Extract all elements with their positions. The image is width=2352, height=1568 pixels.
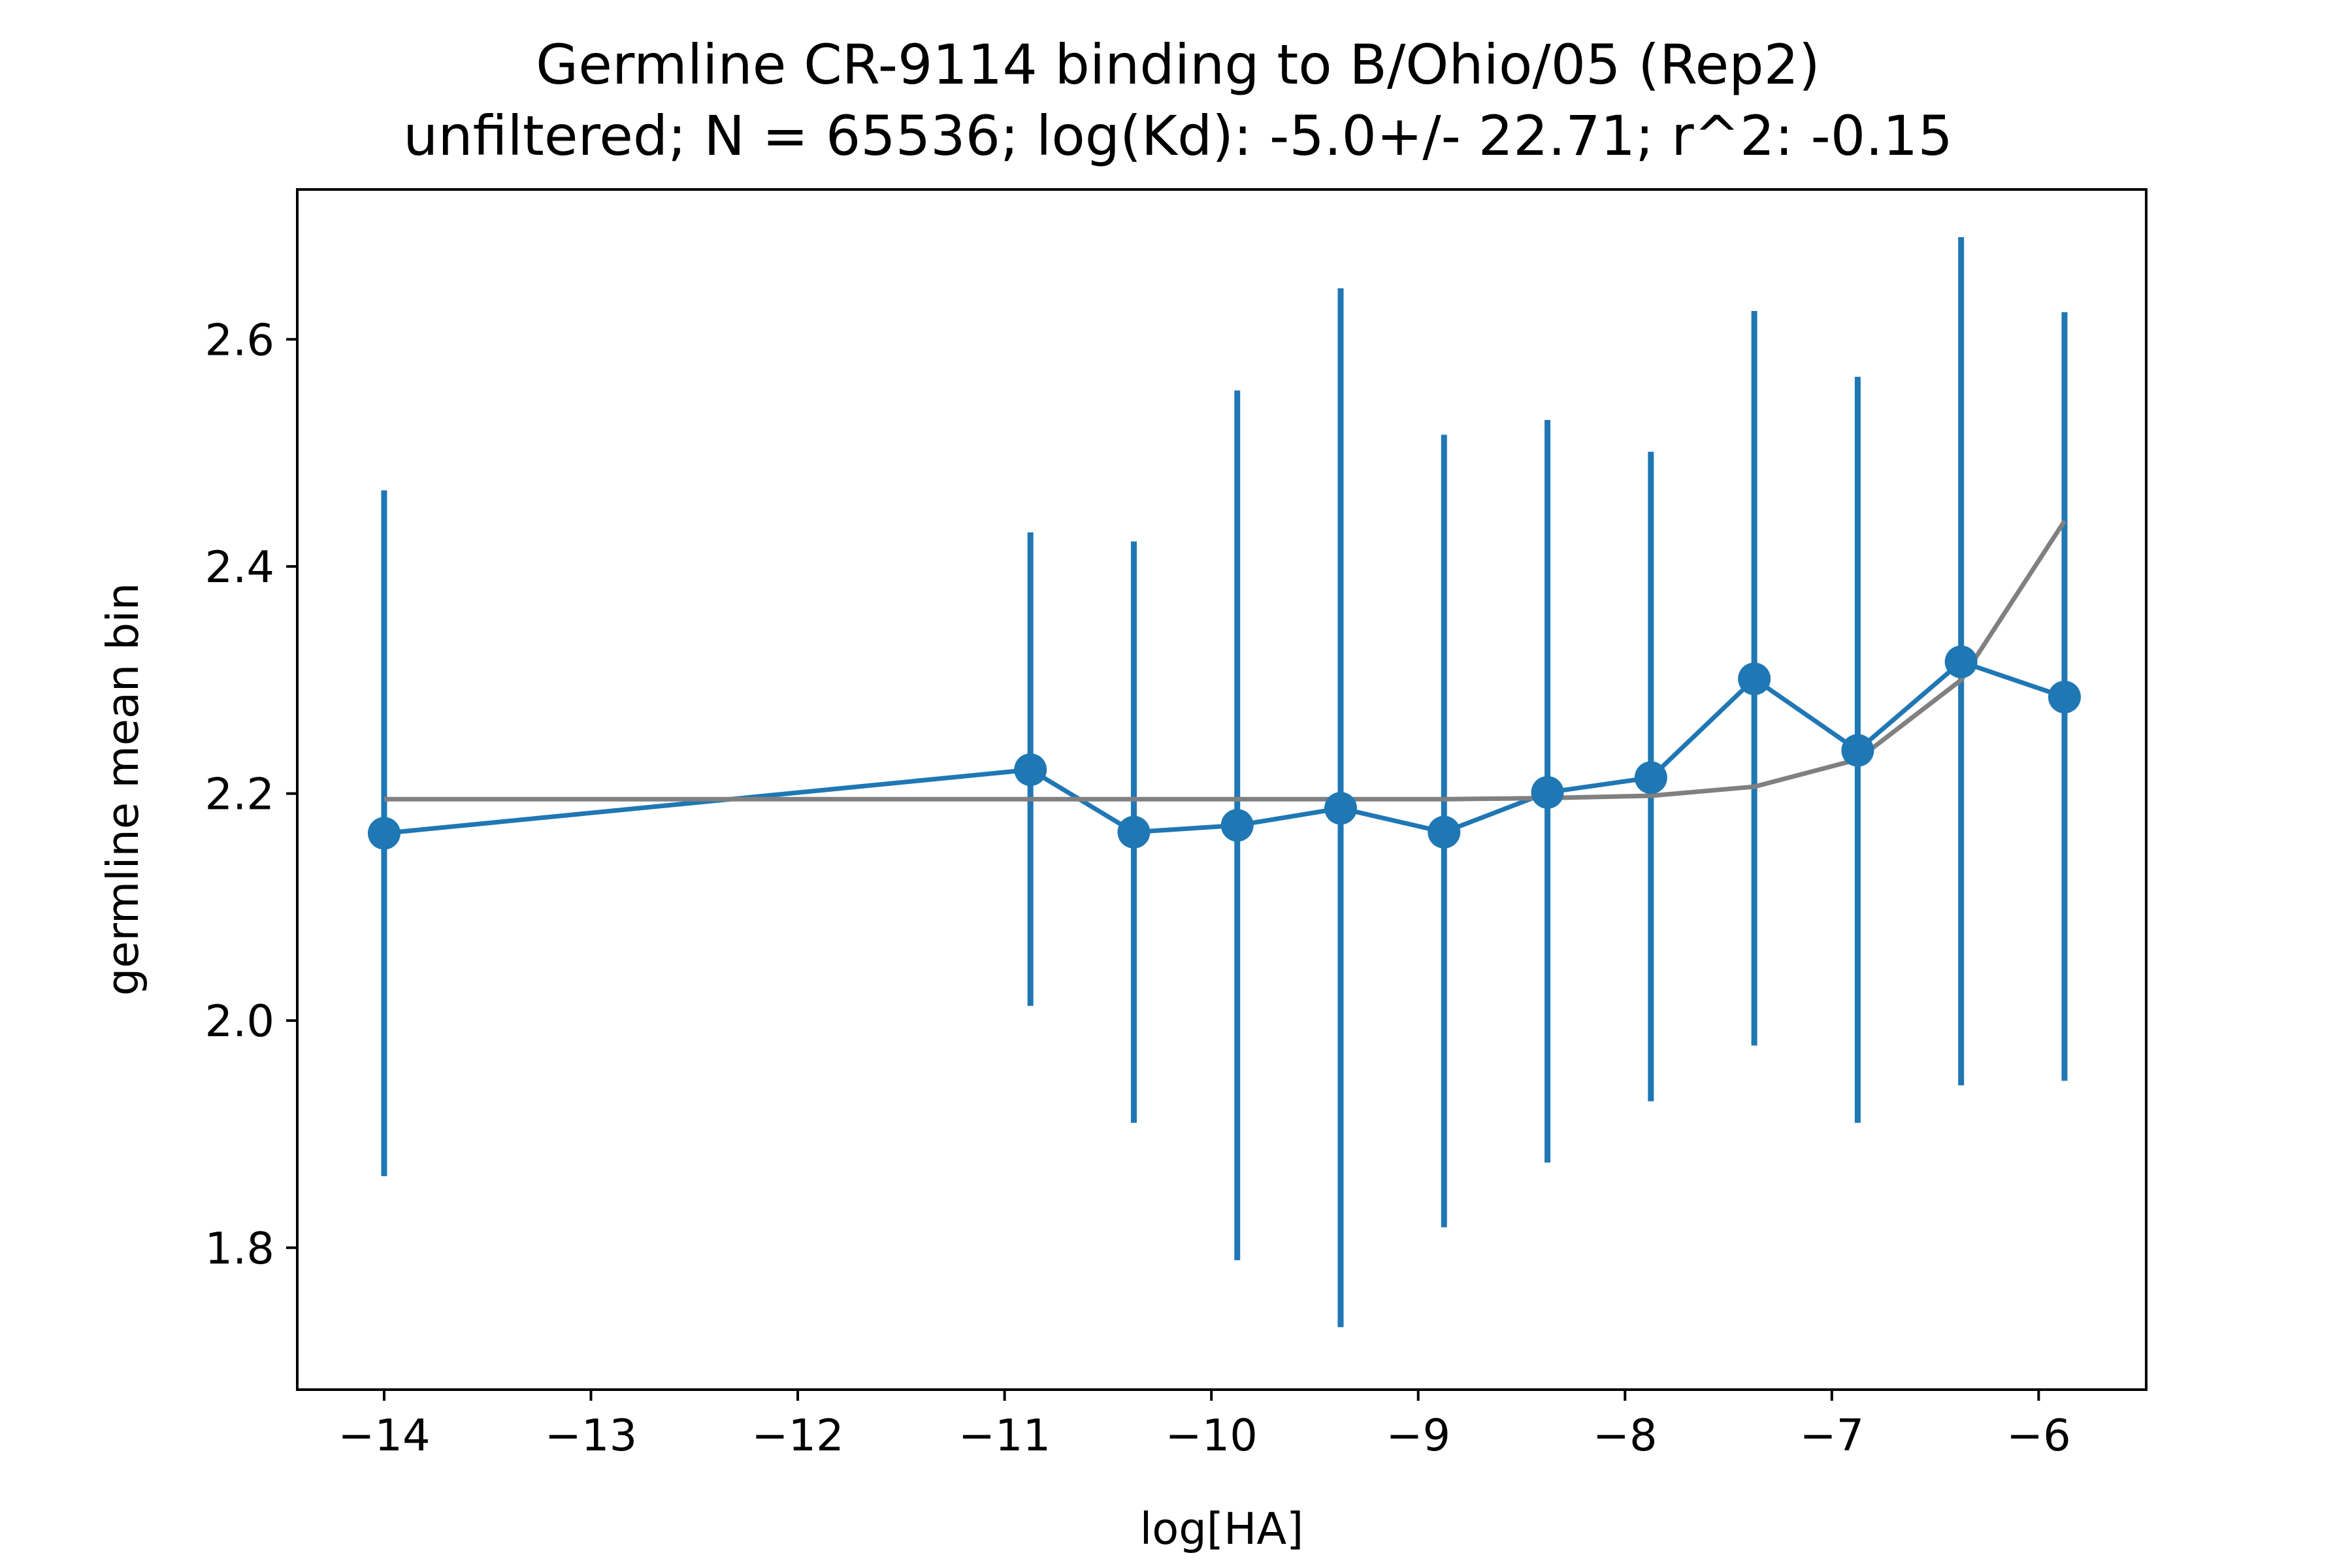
chart-title-line-1: Germline CR-9114 binding to B/Ohio/05 (R… (536, 33, 1820, 97)
plot-frame (296, 188, 2148, 1391)
y-tick-label: 1.8 (204, 1223, 274, 1274)
chart-title-line-2: unfiltered; N = 65536; log(Kd): -5.0+/- … (403, 104, 1953, 168)
y-tick-label: 2.0 (204, 996, 274, 1047)
data-point (367, 817, 400, 850)
y-axis-label: germline mean bin (97, 583, 148, 996)
data-point (1324, 792, 1358, 825)
x-axis: −14 −13 −12 −11 −10 −9 −8 −7 −6 (338, 1390, 2071, 1461)
fit-curve (384, 519, 2066, 802)
data-point (1634, 761, 1667, 794)
x-tick-label: −7 (1799, 1410, 1864, 1461)
data-point (1738, 662, 1771, 696)
x-tick-label: −13 (545, 1410, 637, 1461)
data-point (1014, 753, 1047, 787)
x-tick-label: −9 (1386, 1410, 1450, 1461)
data-point (1428, 815, 1461, 849)
data-point (1117, 815, 1151, 849)
y-tick-label: 2.4 (204, 542, 274, 593)
plot-layer (367, 237, 2081, 1328)
y-axis: 1.8 2.0 2.2 2.4 2.6 (204, 314, 297, 1274)
y-tick-label: 2.2 (204, 769, 274, 820)
data-point (1531, 776, 1564, 809)
x-tick-label: −10 (1165, 1410, 1257, 1461)
x-axis-label: log[HA] (1140, 1503, 1304, 1554)
data-point (1220, 809, 1254, 842)
x-tick-label: −14 (338, 1410, 430, 1461)
data-point (1944, 645, 1978, 678)
x-tick-label: −6 (2006, 1410, 2071, 1461)
data-point (1841, 734, 1874, 767)
x-tick-label: −12 (751, 1410, 843, 1461)
y-tick-label: 2.6 (204, 314, 274, 365)
x-tick-label: −11 (958, 1410, 1051, 1461)
x-tick-label: −8 (1593, 1410, 1658, 1461)
data-point (2048, 680, 2081, 713)
data-series-line (384, 659, 2066, 836)
